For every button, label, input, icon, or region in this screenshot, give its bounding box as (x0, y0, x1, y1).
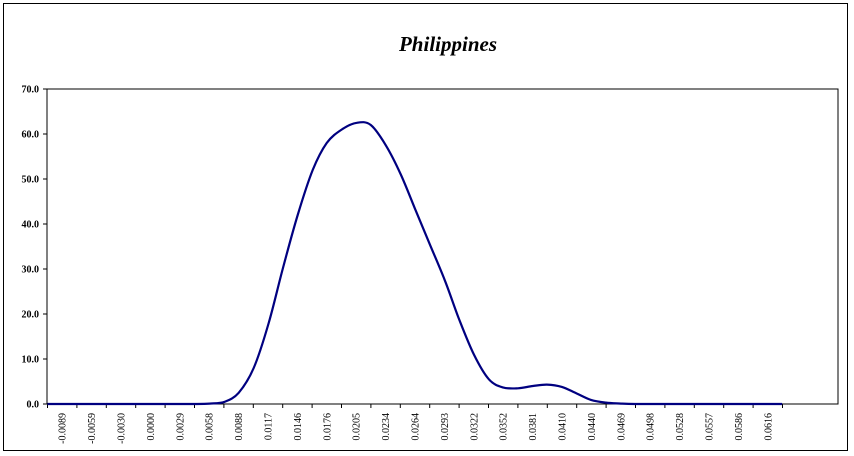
x-tick-label: 0.0058 (205, 413, 216, 441)
x-tick-label: 0.0029 (175, 413, 186, 441)
x-tick-label: 0.0146 (293, 413, 304, 441)
y-tick-label: 40.0 (22, 220, 40, 231)
x-tick-label: 0.0000 (146, 413, 157, 441)
x-tick-label: 0.0176 (322, 413, 333, 441)
x-tick-label: 0.0528 (675, 413, 686, 441)
x-tick-label: 0.0440 (587, 413, 598, 441)
x-tick-label: 0.0381 (528, 413, 539, 441)
y-tick-label: 0.0 (27, 400, 40, 411)
x-tick-label: 0.0410 (558, 413, 569, 441)
x-tick-label: -0.0059 (87, 413, 98, 444)
y-tick-label: 70.0 (22, 85, 40, 96)
chart-title: Philippines (398, 32, 497, 56)
chart-frame (3, 3, 848, 451)
y-tick-label: 20.0 (22, 310, 40, 321)
y-tick-label: 60.0 (22, 130, 40, 141)
x-tick-label: 0.0616 (763, 413, 774, 441)
y-tick-label: 30.0 (22, 265, 40, 276)
y-tick-label: 50.0 (22, 175, 40, 186)
x-tick-label: 0.0557 (705, 413, 716, 441)
x-tick-label: 0.0469 (616, 413, 627, 441)
x-tick-label: 0.0264 (411, 413, 422, 441)
x-tick-label: 0.0586 (734, 413, 745, 441)
x-tick-label: 0.0498 (646, 413, 657, 441)
x-tick-label: 0.0117 (264, 413, 275, 440)
x-tick-label: 0.0234 (381, 413, 392, 441)
x-tick-label: -0.0089 (58, 413, 69, 444)
x-tick-label: 0.0352 (499, 413, 510, 441)
plot-area: 0.0 10.0 20.0 30.0 40.0 50.0 60.0 70.0 -0.0089 -0… (22, 85, 839, 444)
x-tick-label: -0.0030 (117, 413, 128, 444)
y-tick-label: 10.0 (22, 355, 40, 366)
x-tick-label: 0.0088 (234, 413, 245, 441)
x-tick-label: 0.0322 (469, 413, 480, 441)
x-tick-label: 0.0205 (352, 413, 363, 441)
plot-border (46, 88, 839, 405)
x-tick-label: 0.0293 (440, 413, 451, 441)
density-series-line (47, 121, 783, 406)
